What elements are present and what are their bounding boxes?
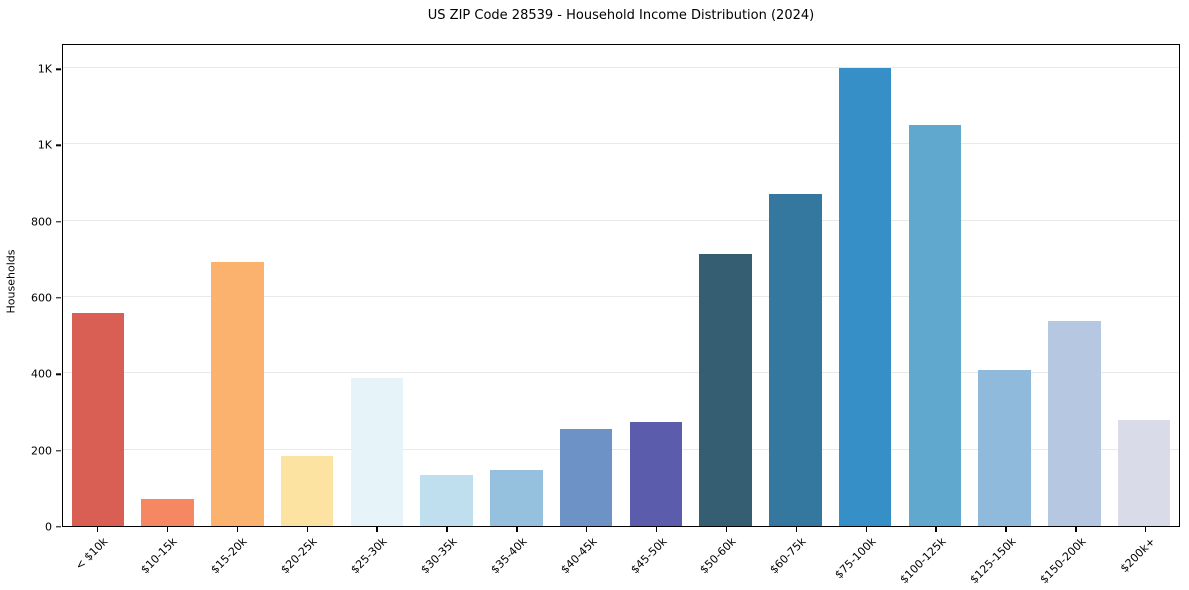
x-tick-label-125-150k: $125-150k bbox=[967, 535, 1019, 587]
y-tick-mark bbox=[56, 221, 61, 223]
y-tick-label-800: 800 bbox=[31, 215, 52, 229]
bar-60-75k bbox=[769, 193, 822, 526]
bar-slot bbox=[551, 45, 621, 526]
x-tick-mark bbox=[1005, 527, 1007, 532]
bar-slot bbox=[691, 45, 761, 526]
x-tick-mark bbox=[865, 527, 867, 532]
y-tick-mark bbox=[56, 144, 61, 147]
y-tick-mark bbox=[56, 373, 61, 376]
x-tick-label-60-75k: $60-75k bbox=[767, 535, 809, 577]
x-tick-mark bbox=[96, 527, 99, 532]
bar-10k bbox=[71, 313, 125, 526]
y-tick-label-400: 400 bbox=[31, 367, 52, 381]
bar-35-40k bbox=[490, 469, 543, 526]
gridline-600 bbox=[63, 296, 1179, 298]
x-tick-mark bbox=[1145, 527, 1147, 532]
gridline-400 bbox=[63, 372, 1179, 374]
x-tick-label-15-20k: $15-20k bbox=[208, 535, 250, 577]
y-tick-label-1000: 1K bbox=[37, 138, 52, 152]
x-tick-mark bbox=[655, 527, 658, 532]
y-tick-mark bbox=[56, 526, 61, 528]
x-tick-label-50-60k: $50-60k bbox=[697, 535, 740, 577]
bar-slot bbox=[1040, 45, 1110, 526]
bar-slot bbox=[621, 45, 691, 526]
x-tick-mark bbox=[376, 527, 378, 532]
bar-30-35k bbox=[420, 474, 473, 526]
bar-slot bbox=[272, 45, 342, 526]
bar-slot bbox=[342, 45, 412, 526]
bar-slot bbox=[63, 45, 133, 526]
y-tick-mark bbox=[56, 297, 61, 299]
x-tick-label-35-40k: $35-40k bbox=[488, 535, 530, 577]
x-tick-mark bbox=[446, 527, 448, 532]
bar-45-50k bbox=[629, 421, 683, 526]
x-tick-label-200k: $200k+ bbox=[1118, 535, 1159, 576]
y-tick-label-0: 0 bbox=[45, 520, 52, 534]
bar-slot bbox=[970, 45, 1040, 526]
bar-15-20k bbox=[211, 261, 264, 526]
bar-slot bbox=[761, 45, 831, 526]
x-tick-label-10-15k: $10-15k bbox=[138, 535, 181, 577]
bar-10-15k bbox=[141, 499, 194, 526]
bar-slot bbox=[1109, 45, 1179, 526]
x-tick-mark bbox=[586, 527, 588, 532]
x-tick-mark bbox=[935, 527, 937, 532]
chart-title: US ZIP Code 28539 - Household Income Dis… bbox=[427, 8, 815, 23]
gridline-200 bbox=[63, 448, 1179, 450]
gridline-1200 bbox=[63, 67, 1179, 69]
x-tick-label-30-35k: $30-35k bbox=[418, 535, 460, 577]
x-tick-mark bbox=[166, 527, 169, 532]
plot-area bbox=[62, 44, 1180, 527]
y-tick-label-1200: 1K bbox=[37, 62, 52, 76]
bar-40-45k bbox=[559, 429, 613, 526]
x-tick-label-10k: < $10k bbox=[72, 535, 111, 573]
bar-20-25k bbox=[280, 455, 334, 526]
bar-slot bbox=[133, 45, 203, 526]
x-tick-label-25-30k: $25-30k bbox=[348, 535, 390, 577]
bar-150-200k bbox=[1048, 320, 1101, 526]
x-tick-mark bbox=[795, 527, 798, 532]
x-tick-mark bbox=[1075, 527, 1077, 532]
x-tick-label-45-50k: $45-50k bbox=[627, 535, 670, 577]
gridline-800 bbox=[63, 219, 1179, 221]
x-tick-label-100-125k: $100-125k bbox=[897, 535, 949, 587]
x-tick-mark bbox=[516, 527, 518, 532]
bar-slot bbox=[830, 45, 900, 526]
gridline-1000 bbox=[63, 143, 1179, 145]
bar-50-60k bbox=[699, 254, 752, 526]
bar-25-30k bbox=[350, 377, 404, 526]
bar-200k bbox=[1117, 419, 1171, 526]
bar-75-100k bbox=[838, 68, 892, 526]
bar-125-150k bbox=[978, 370, 1031, 526]
y-tick-mark bbox=[56, 68, 61, 70]
bar-slot bbox=[412, 45, 482, 526]
x-tick-mark bbox=[725, 527, 728, 532]
y-tick-mark bbox=[56, 449, 61, 452]
bars-container bbox=[63, 45, 1179, 526]
x-tick-mark bbox=[236, 527, 239, 532]
bar-slot bbox=[900, 45, 970, 526]
x-tick-label-40-45k: $40-45k bbox=[557, 535, 600, 577]
y-axis-label: Households bbox=[4, 249, 18, 314]
x-tick-label-20-25k: $20-25k bbox=[278, 535, 320, 577]
bar-slot bbox=[203, 45, 273, 526]
x-tick-label-75-100k: $75-100k bbox=[832, 535, 879, 582]
y-tick-label-600: 600 bbox=[31, 291, 52, 305]
y-tick-label-200: 200 bbox=[31, 444, 52, 458]
bar-slot bbox=[482, 45, 552, 526]
bar-100-125k bbox=[908, 125, 962, 526]
x-tick-label-150-200k: $150-200k bbox=[1037, 535, 1089, 587]
x-tick-mark bbox=[306, 527, 308, 532]
